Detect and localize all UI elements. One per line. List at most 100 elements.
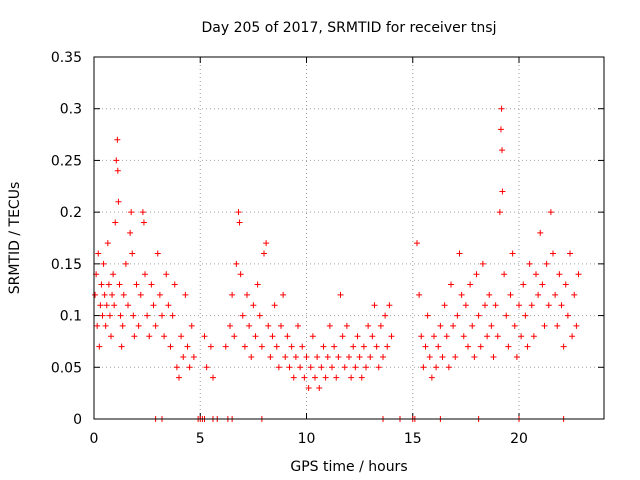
x-tick-label: 10 [298,431,316,447]
data-point [301,374,308,381]
data-point [437,322,444,329]
data-point [450,322,457,329]
data-point [92,291,99,298]
data-point [414,240,420,247]
data-point [103,302,110,309]
data-point [233,260,240,267]
data-point [475,312,482,319]
data-point [382,312,389,319]
data-point [522,312,529,319]
data-point [498,105,505,112]
data-point [254,281,261,288]
data-point [167,343,174,350]
data-point [520,281,527,288]
data-point [137,291,144,298]
data-point [492,302,499,309]
data-point [150,302,157,309]
data-point [94,322,101,329]
data-point [100,260,107,267]
data-point [539,281,546,288]
data-point [309,333,316,340]
data-point [133,281,140,288]
data-point [142,271,148,278]
data-point [501,271,508,278]
data-point [316,384,323,391]
y-tick-label: 0.1 [60,309,82,325]
y-tick-label: 0.35 [51,50,82,66]
data-point [507,291,514,298]
data-point [288,343,295,350]
data-point [161,333,168,340]
data-point [335,353,342,360]
data-point [152,322,159,329]
data-point [165,302,172,309]
data-point [231,333,238,340]
data-point [110,271,117,278]
data-point [456,250,463,257]
data-point [499,188,506,195]
data-point [496,209,503,216]
data-point [505,343,512,350]
data-point [263,240,270,247]
y-tick-label: 0 [73,412,82,428]
data-point [239,312,246,319]
data-point [129,250,136,257]
data-point [416,291,423,298]
data-point [148,281,155,288]
axis-ticks [93,56,604,420]
data-point [420,364,427,371]
data-point [203,364,210,371]
data-point [171,281,178,288]
data-point [114,167,121,174]
data-point [122,260,129,267]
data-point [135,322,142,329]
data-point [554,322,561,329]
data-point [271,302,278,309]
data-point [125,302,131,309]
data-point [426,353,433,360]
data-point [431,333,437,340]
data-point [229,291,236,298]
y-tick-label: 0.15 [51,257,82,273]
chart-title: Day 205 of 2017, SRMTID for receiver tns… [202,20,497,36]
data-point [278,322,284,329]
data-point [369,333,376,340]
data-point [222,343,229,350]
data-point [526,260,533,267]
data-point [445,364,452,371]
data-point [269,333,276,340]
x-tick-label: 20 [510,431,528,447]
data-point [176,374,182,381]
data-point [462,302,469,309]
data-point [186,364,193,371]
data-point [346,353,352,360]
data-point [159,312,165,319]
data-point [113,157,120,164]
data-point [365,322,372,329]
data-point [439,353,446,360]
data-point [207,343,214,350]
data-point [180,353,187,360]
y-axis-label: SRMTID / TECUs [7,182,23,295]
data-point [95,250,102,257]
plot-frame [93,56,605,420]
data-point [116,281,123,288]
data-point [117,312,124,319]
data-point [275,364,282,371]
data-point [552,291,559,298]
data-point [479,260,486,267]
data-point [528,302,535,309]
data-point [373,343,380,350]
data-point [244,291,250,298]
data-point [571,291,578,298]
data-point [102,322,109,329]
data-point [265,322,272,329]
data-point [422,343,429,350]
data-point [454,312,461,319]
data-point [469,322,476,329]
data-point [367,353,374,360]
data-point [341,364,348,371]
data-point [535,291,542,298]
data-point [108,333,114,340]
